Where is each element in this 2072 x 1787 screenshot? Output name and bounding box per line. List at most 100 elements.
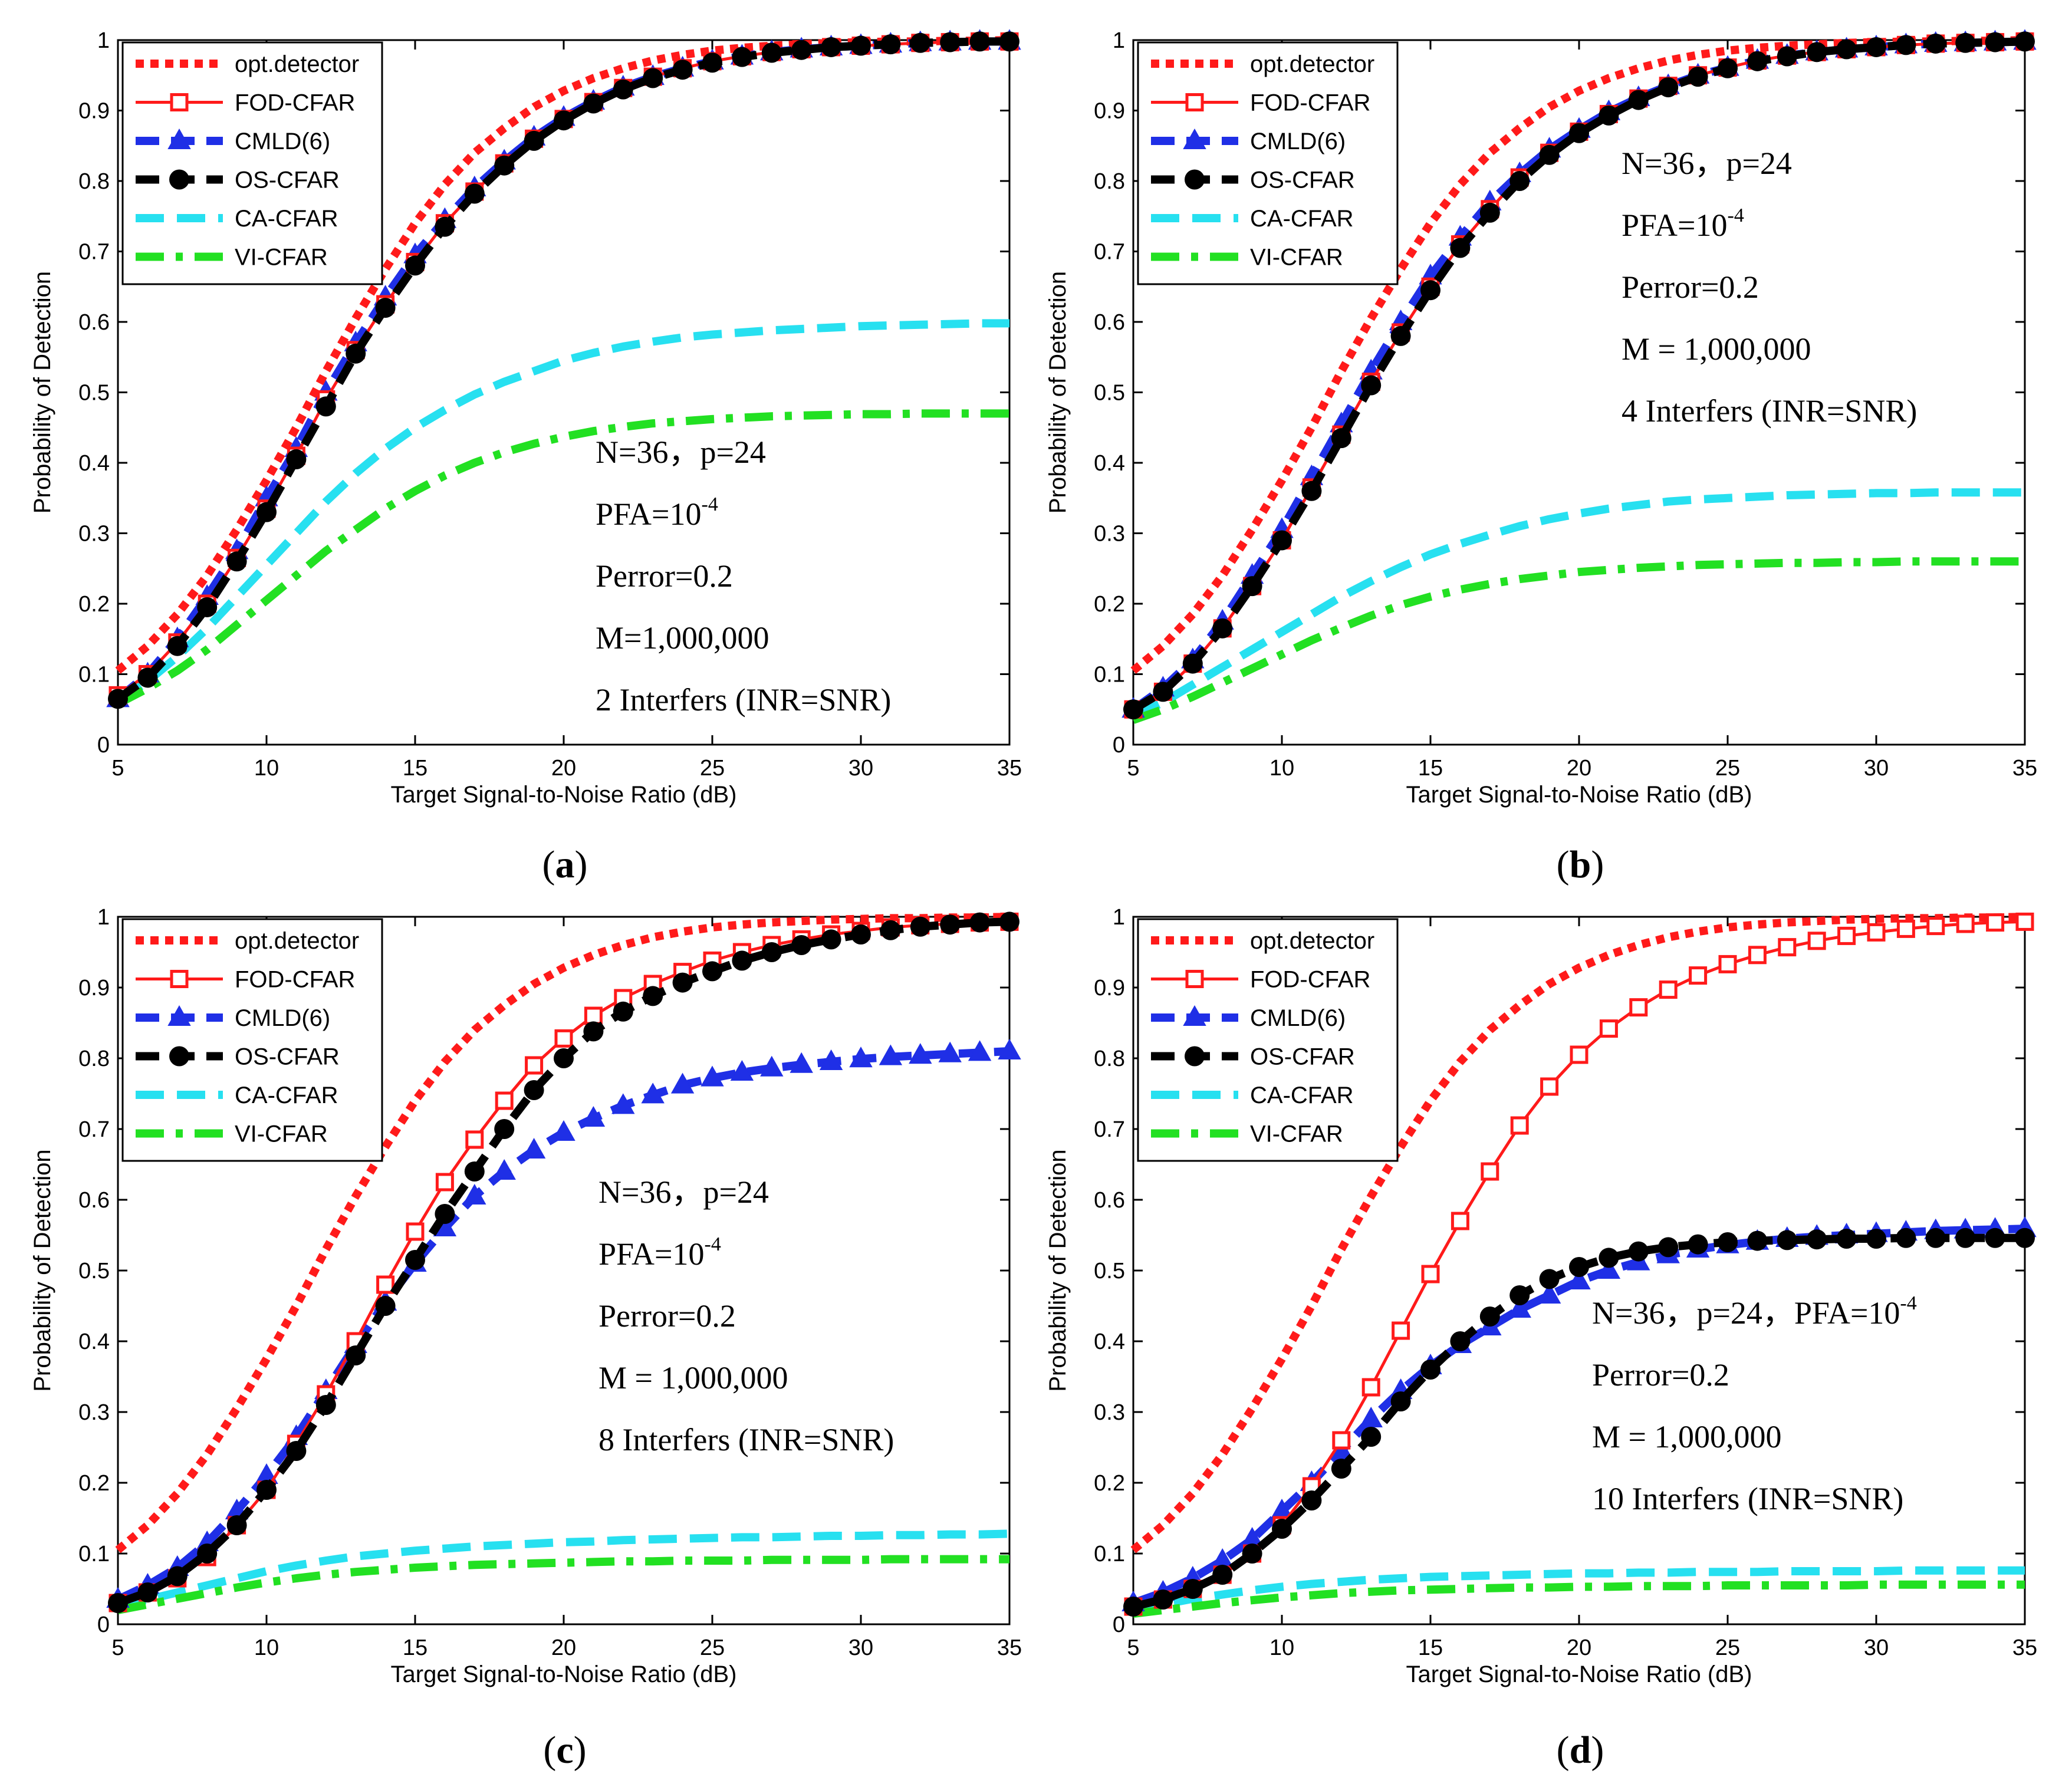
data-point-fod [465,1130,484,1149]
y-tick-label: 1 [97,28,110,53]
y-tick-label: 1 [1113,905,1125,930]
x-tick-label: 20 [1567,1635,1591,1660]
data-point-fod [1421,1265,1440,1284]
data-point-os [524,130,544,151]
y-tick-label: 0.4 [78,1329,110,1354]
data-point-os [1896,1227,1916,1248]
data-point-cmld [819,1049,843,1070]
y-tick-label: 0.4 [78,451,110,476]
data-point-os [1747,1230,1768,1251]
panel-label: (d) [1557,1729,1604,1772]
data-point-cmld [611,1093,635,1114]
data-point-os [226,551,247,572]
y-tick-label: 0.3 [78,522,110,547]
data-point-os [1777,46,1797,67]
y-tick-label: 0 [1113,733,1125,758]
y-axis-label: Probability of Detection [29,271,55,514]
legend-marker-os [169,1046,189,1067]
data-point-os [583,1021,604,1042]
legend-label-os: OS-CFAR [235,167,340,193]
data-point-os [1479,1306,1500,1327]
data-point-os [1123,699,1143,720]
x-tick-label: 5 [111,756,124,781]
data-point-os [672,972,693,993]
annotation-line: PFA=10-4 [596,493,718,532]
annotation-line: 8 Interfers (INR=SNR) [598,1422,894,1457]
y-tick-label: 0.7 [1094,240,1125,265]
series-line-vi [1132,557,2025,724]
y-tick-label: 0.7 [78,1117,110,1142]
data-point-os [1242,1544,1262,1564]
data-point-fod [1361,1378,1380,1397]
legend-marker-fod [170,93,189,111]
data-point-cmld [1537,1282,1561,1304]
data-point-os [1509,171,1530,191]
y-tick-label: 0.1 [78,663,110,687]
data-point-os [435,216,455,237]
data-point-cmld [700,1065,724,1087]
y-tick-label: 0.3 [78,1400,110,1425]
data-point-os [256,502,277,522]
legend-label-opt: opt.detector [235,51,359,77]
series-os [1123,31,2035,720]
x-axis-label: Target Signal-to-Noise Ratio (dB) [391,1661,737,1687]
y-tick-label: 0.5 [78,381,110,406]
y-tick-label: 0.5 [78,1259,110,1284]
data-point-cmld [581,1105,606,1127]
data-point-fod [1332,1431,1351,1450]
data-point-os [1896,35,1916,55]
data-point-fod [1867,923,1886,942]
data-point-os [1479,202,1500,223]
series-os [1123,1227,2035,1617]
data-point-os [346,1345,366,1365]
series-line-ca [1132,488,2025,720]
data-point-os [1153,1589,1173,1610]
y-tick-label: 0.9 [78,99,110,124]
data-point-os [1272,1519,1292,1539]
data-point-os [1718,58,1738,78]
data-point-os [1985,1227,2005,1248]
data-point-os [1123,1597,1143,1617]
data-point-os [643,68,663,88]
data-point-os [1420,280,1440,301]
x-tick-label: 5 [111,1635,124,1660]
annotation-line: 10 Interfers (INR=SNR) [1592,1481,1903,1516]
series-ca [115,319,1009,706]
data-point-os [1836,39,1857,60]
legend-label-cmld: CMLD(6) [1250,1005,1346,1031]
data-point-os [969,31,990,52]
legend-label-vi: VI-CFAR [235,245,328,271]
annotation-line: PFA=10-4 [598,1233,721,1272]
data-point-os [910,32,930,53]
data-point-os [1777,1230,1797,1250]
x-tick-label: 20 [1567,756,1591,781]
data-point-fod [1778,938,1797,957]
data-point-os [1182,653,1203,674]
data-point-cmld [492,1159,516,1180]
y-axis-label: Probability of Detection [29,1149,55,1391]
data-point-os [286,1441,307,1461]
x-tick-label: 10 [1269,1635,1294,1660]
data-point-cmld [1567,1268,1591,1289]
data-point-os [405,1250,425,1270]
x-tick-label: 20 [551,1635,576,1660]
series-line-ca [1132,1566,2025,1614]
y-tick-label: 0.5 [1094,381,1125,406]
legend-box [1137,918,1399,1162]
data-point-os [910,916,930,937]
legend-marker-cmld [1183,128,1206,149]
legend: opt.detector FOD-CFAR CMLD(6) OS-CFAR CA-CFA… [1137,918,1399,1162]
data-point-os [197,597,218,617]
x-tick-label: 10 [254,756,279,781]
series-line-opt [115,913,1010,1554]
legend-marker-cmld [1183,1005,1206,1026]
legend-label-fod: FOD-CFAR [1250,90,1370,116]
y-tick-label: 0.3 [1094,522,1125,547]
data-point-fod [1659,980,1678,999]
data-point-os [1331,428,1351,449]
data-point-fod [554,1029,573,1048]
y-tick-label: 0.2 [1094,592,1125,617]
series-ca [1132,488,2025,720]
y-tick-label: 0.1 [1094,1542,1125,1566]
data-point-os [1807,42,1827,62]
